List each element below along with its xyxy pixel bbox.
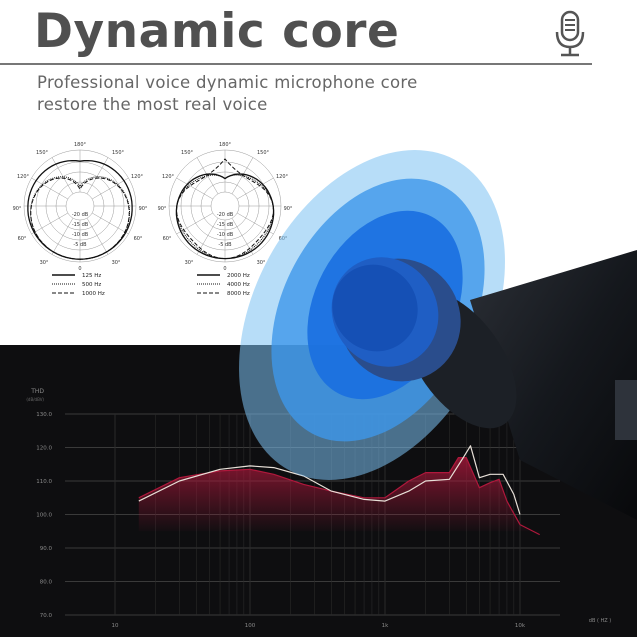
- db-label: -5 dB: [218, 242, 232, 248]
- x-tick-label: 10k: [515, 623, 526, 629]
- y-tick-label: 80.0: [40, 580, 53, 586]
- angle-label: 0: [223, 266, 226, 272]
- angle-label: 90°: [13, 206, 22, 212]
- db-label: -20 dB: [72, 212, 89, 218]
- page-title: Dynamic core: [34, 4, 400, 59]
- legend-label: 8000 Hz: [227, 291, 250, 297]
- polar-spoke: [236, 212, 274, 235]
- polar-spoke: [91, 177, 129, 200]
- polar-spoke: [176, 177, 214, 200]
- x-tick-label: 1k: [382, 623, 389, 629]
- y-axis-sublabel: (dB/dBV): [26, 397, 44, 402]
- y-tick-label: 70.0: [40, 613, 53, 619]
- angle-label: 90°: [158, 206, 167, 212]
- series-1-line: [138, 457, 540, 536]
- db-label: -15 dB: [72, 222, 89, 228]
- polar-spoke: [86, 217, 109, 255]
- angle-label: 30°: [112, 260, 121, 266]
- legend-label: 1000 Hz: [82, 291, 105, 297]
- y-tick-label: 110.0: [36, 479, 52, 485]
- polar-curve: [175, 158, 275, 260]
- polar-chart: 180° 150° 150° 120° 120° 90° 90° 60° 60° 30° 30° 0 -…: [13, 142, 148, 297]
- series-1-area: [138, 457, 540, 535]
- angle-label: 180°: [219, 142, 232, 148]
- x-axis-label: dB ( HZ ): [589, 618, 612, 624]
- y-tick-label: 120.0: [36, 446, 52, 452]
- db-label: -5 dB: [73, 242, 87, 248]
- polar-spoke: [31, 212, 69, 235]
- polar-curve: [27, 159, 133, 260]
- angle-label: 30°: [257, 260, 266, 266]
- legend-label: 4000 Hz: [227, 282, 250, 288]
- y-axis-label: THD: [30, 388, 44, 395]
- polar-spoke: [31, 177, 69, 200]
- angle-label: 60°: [134, 236, 143, 242]
- subtitle-line-1: Professional voice dynamic microphone co…: [37, 73, 418, 92]
- angle-label: 30°: [40, 260, 49, 266]
- polar-curve: [175, 173, 275, 260]
- db-label: -10 dB: [217, 232, 234, 238]
- title-divider: [0, 63, 592, 65]
- angle-label: 180°: [74, 142, 87, 148]
- angle-label: 60°: [18, 236, 27, 242]
- db-label: -10 dB: [72, 232, 89, 238]
- angle-label: 150°: [112, 150, 125, 156]
- angle-label: 90°: [139, 206, 148, 212]
- angle-label: 120°: [162, 174, 175, 180]
- angle-label: 90°: [284, 206, 293, 212]
- x-tick-label: 100: [245, 623, 256, 629]
- x-tick-label: 10: [112, 623, 119, 629]
- y-tick-label: 100.0: [36, 513, 52, 519]
- legend-label: 125 Hz: [82, 273, 101, 279]
- angle-label: 60°: [163, 236, 172, 242]
- polar-spoke: [51, 217, 74, 255]
- angle-label: 120°: [131, 174, 144, 180]
- angle-label: 150°: [257, 150, 270, 156]
- legend-label: 500 Hz: [82, 282, 101, 288]
- angle-label: 30°: [185, 260, 194, 266]
- polar-spoke: [91, 212, 129, 235]
- series-0-line: [138, 445, 521, 515]
- polar-curve: [30, 177, 130, 260]
- y-tick-label: 90.0: [40, 546, 53, 552]
- db-label: -20 dB: [217, 212, 234, 218]
- y-tick-label: 130.0: [36, 412, 52, 418]
- microphone-icon: [555, 10, 585, 57]
- polar-spoke: [236, 177, 274, 200]
- db-label: -15 dB: [217, 222, 234, 228]
- angle-label: 0: [78, 266, 81, 272]
- angle-label: 150°: [181, 150, 194, 156]
- subtitle-line-2: restore the most real voice: [37, 95, 268, 114]
- angle-label: 120°: [276, 174, 289, 180]
- angle-label: 150°: [36, 150, 49, 156]
- polar-patterns: 180° 150° 150° 120° 120° 90° 90° 60° 60° 30° 30° 0 -…: [13, 142, 293, 297]
- legend-label: 2000 Hz: [227, 273, 250, 279]
- angle-label: 120°: [17, 174, 30, 180]
